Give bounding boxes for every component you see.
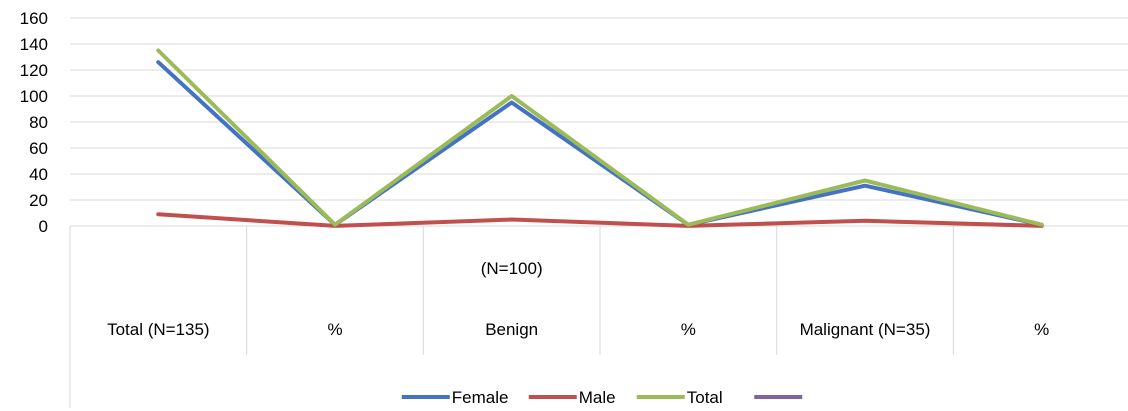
y-tick-label: 100 — [20, 87, 48, 106]
legend-label: Female — [452, 388, 509, 407]
y-tick-label: 140 — [20, 35, 48, 54]
data-point — [156, 60, 160, 64]
data-point — [863, 219, 867, 223]
data-point — [156, 49, 160, 52]
y-tick-label: 40 — [29, 165, 48, 184]
x-tick-label: % — [1034, 320, 1049, 339]
x-tick-label: (N=100) — [481, 259, 543, 278]
data-point — [863, 179, 867, 182]
series-line-total — [156, 48, 1044, 227]
series-lines — [156, 48, 1044, 228]
x-tick-label: % — [327, 320, 342, 339]
data-point — [156, 212, 160, 216]
y-tick-label: 80 — [29, 113, 48, 132]
data-point — [510, 94, 514, 98]
x-tick-label: Malignant (N=35) — [800, 320, 931, 339]
x-axis: Total (N=135)% Benign (N=100)% Malignant (N… — [69, 225, 1128, 408]
legend: Female Male Total — [401, 388, 803, 407]
y-axis: 0 20 40 60 80 100 120 140 160 — [20, 9, 48, 236]
data-point — [863, 184, 867, 188]
y-tick-label: 60 — [29, 139, 48, 158]
data-point — [1040, 223, 1044, 227]
data-point — [333, 223, 337, 227]
series-line-male — [156, 212, 1044, 228]
x-tick-label: Total (N=135) — [107, 320, 210, 339]
y-tick-label: 20 — [29, 191, 48, 210]
y-tick-label: 160 — [20, 9, 48, 28]
y-tick-label: 0 — [39, 217, 48, 236]
data-point — [686, 223, 690, 227]
x-tick-label: Benign — [485, 320, 538, 339]
gridlines — [70, 17, 1128, 201]
legend-label: Male — [579, 388, 616, 407]
data-point — [510, 218, 514, 221]
x-tick-label: % — [681, 320, 696, 339]
legend-label: Total — [687, 388, 723, 407]
y-tick-label: 120 — [20, 61, 48, 80]
data-point — [510, 101, 514, 104]
